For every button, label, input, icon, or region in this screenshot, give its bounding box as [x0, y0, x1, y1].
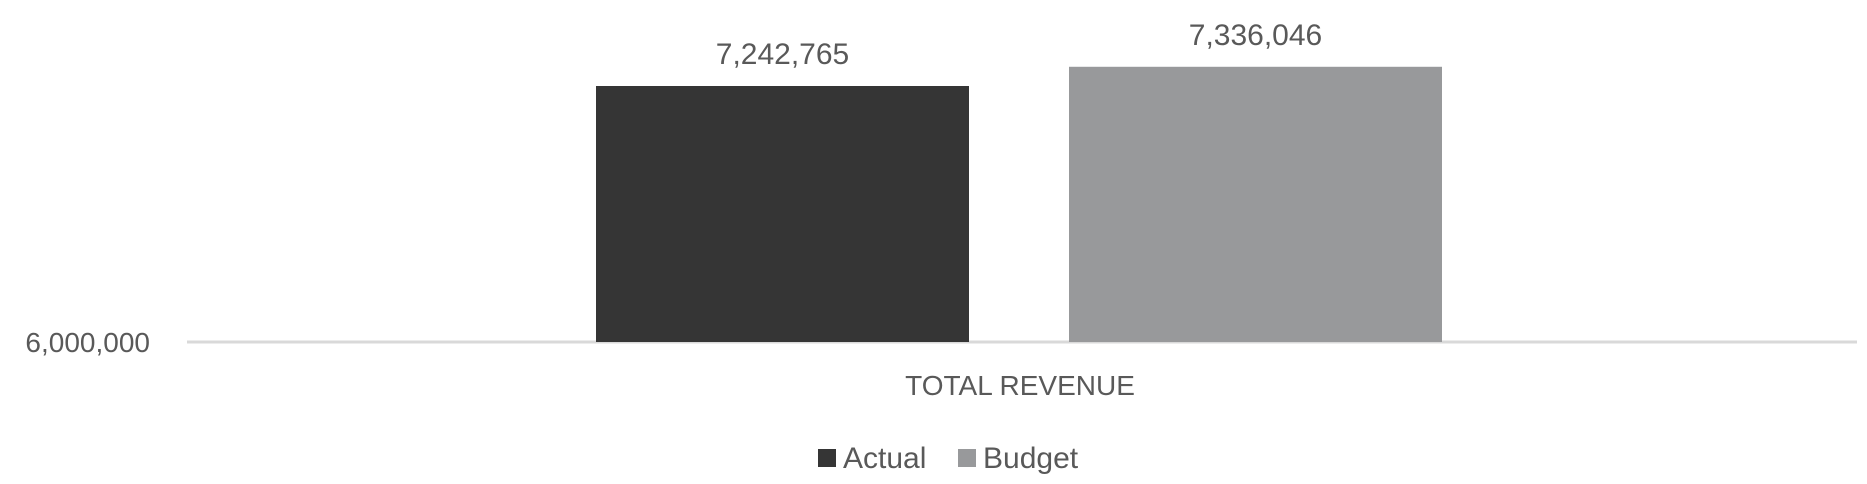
- legend-label-budget: Budget: [983, 442, 1079, 475]
- x-category-label: TOTAL REVENUE: [905, 370, 1135, 401]
- legend-label-actual: Actual: [843, 442, 926, 475]
- legend-swatch-budget: [958, 449, 976, 467]
- legend: Actual Budget: [818, 442, 1079, 475]
- data-label-actual: 7,242,765: [716, 38, 849, 71]
- bar-budget: [1069, 66, 1442, 342]
- data-label-budget: 7,336,046: [1189, 19, 1322, 52]
- y-tick-label: 6,000,000: [25, 327, 150, 358]
- bar-actual: [596, 86, 969, 342]
- legend-swatch-actual: [818, 449, 836, 467]
